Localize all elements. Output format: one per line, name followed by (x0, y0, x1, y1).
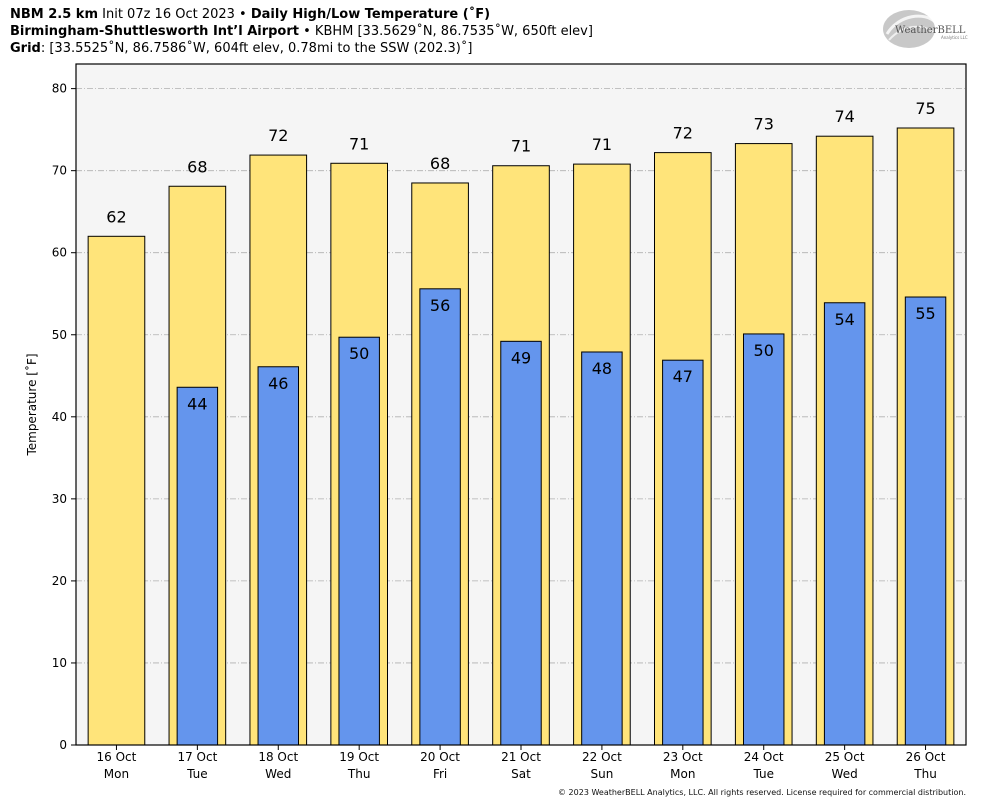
x-tick-label-day: Wed (265, 767, 291, 781)
low-temp-label: 54 (834, 310, 854, 329)
x-tick-label-day: Mon (104, 767, 129, 781)
low-temp-label: 50 (349, 344, 369, 363)
x-tick-label-day: Fri (433, 767, 447, 781)
y-axis-label: Temperature [˚F] (24, 353, 39, 456)
low-temp-label: 48 (592, 359, 612, 378)
high-temp-label: 68 (430, 154, 450, 173)
low-temp-bar (823, 302, 866, 746)
low-temp-bar (581, 351, 623, 746)
x-tick-label-day: Thu (347, 767, 371, 781)
x-tick-label-day: Tue (752, 767, 774, 781)
x-tick-label-date: 25 Oct (825, 750, 865, 764)
y-tick-label: 70 (52, 164, 67, 178)
y-tick-label: 30 (52, 492, 67, 506)
y-tick-label: 40 (52, 410, 67, 424)
low-temp-label: 47 (673, 367, 693, 386)
y-tick-label: 20 (52, 574, 67, 588)
x-tick-label-day: Mon (670, 767, 695, 781)
high-temp-label: 72 (673, 124, 693, 143)
low-temp-bar (500, 340, 542, 746)
low-temp-bar (743, 333, 785, 746)
x-tick-label-date: 26 Oct (906, 750, 946, 764)
x-tick-label-date: 22 Oct (582, 750, 622, 764)
plot-frame (75, 63, 967, 746)
low-temp-label: 56 (430, 296, 450, 315)
x-tick-label-day: Sat (511, 767, 531, 781)
low-temp-bar (257, 366, 299, 746)
x-tick-label-day: Thu (913, 767, 937, 781)
high-temp-bar (87, 235, 146, 746)
high-temp-label: 75 (915, 99, 935, 118)
high-temp-label: 74 (834, 107, 854, 126)
header-line-3: Grid: [33.5525˚N, 86.7586˚W, 604ft elev,… (10, 40, 472, 57)
low-temp-bar (662, 359, 704, 746)
y-tick-label: 10 (52, 656, 67, 670)
svg-text:Analytics LLC: Analytics LLC (941, 35, 968, 40)
site-details: KBHM [33.5629˚N, 86.7535˚W, 650ft elev] (314, 24, 593, 39)
product-title: Daily High/Low Temperature (˚F) (250, 7, 491, 22)
high-temp-label: 71 (511, 137, 531, 156)
x-tick-label-date: 24 Oct (744, 750, 784, 764)
x-tick-label-date: 16 Oct (97, 750, 137, 764)
y-tick-label: 80 (52, 82, 67, 96)
low-temp-label: 49 (511, 348, 531, 367)
svg-text:WeatherBELL: WeatherBELL (895, 25, 966, 36)
site-name: Birmingham-Shuttlesworth Int’l Airport (10, 24, 299, 39)
model-name: NBM 2.5 km (10, 7, 98, 22)
x-tick-label-date: 21 Oct (501, 750, 541, 764)
low-temp-label: 55 (915, 304, 935, 323)
grid-label: Grid (10, 41, 41, 56)
x-tick-label-day: Wed (832, 767, 858, 781)
grid-details: : [33.5525˚N, 86.7586˚W, 604ft elev, 0.7… (40, 41, 473, 56)
copyright-notice: © 2023 WeatherBELL Analytics, LLC. All r… (558, 788, 966, 797)
separator: • (234, 7, 251, 22)
x-tick-label-day: Tue (186, 767, 208, 781)
low-temp-bar (338, 336, 380, 746)
high-temp-label: 72 (268, 126, 288, 145)
low-temp-bar (419, 288, 461, 746)
high-temp-label: 73 (754, 115, 774, 134)
x-tick-label-date: 18 Oct (258, 750, 298, 764)
x-tick-label-date: 23 Oct (663, 750, 703, 764)
high-temp-label: 68 (187, 157, 207, 176)
high-temp-label: 71 (592, 135, 612, 154)
low-temp-label: 44 (187, 394, 207, 413)
x-tick-label-date: 20 Oct (420, 750, 460, 764)
init-time: Init 07z 16 Oct 2023 (102, 7, 235, 22)
low-temp-bar (176, 386, 219, 746)
header-line-2: Birmingham-Shuttlesworth Int’l Airport •… (10, 23, 593, 40)
separator: • (298, 24, 315, 39)
high-temp-label: 62 (106, 207, 126, 226)
x-tick-label-date: 17 Oct (177, 750, 217, 764)
y-tick-label: 0 (59, 738, 67, 752)
low-temp-label: 50 (754, 341, 774, 360)
y-tick-label: 60 (52, 246, 67, 260)
x-tick-label-date: 19 Oct (339, 750, 379, 764)
high-temp-label: 71 (349, 134, 369, 153)
low-temp-label: 46 (268, 374, 288, 393)
y-tick-label: 50 (52, 328, 67, 342)
x-tick-label-day: Sun (590, 767, 613, 781)
low-temp-bar (904, 296, 947, 746)
weatherbell-logo: WeatherBELL Analytics LLC (883, 10, 968, 48)
header-line-1: NBM 2.5 km Init 07z 16 Oct 2023 • Daily … (10, 6, 490, 23)
